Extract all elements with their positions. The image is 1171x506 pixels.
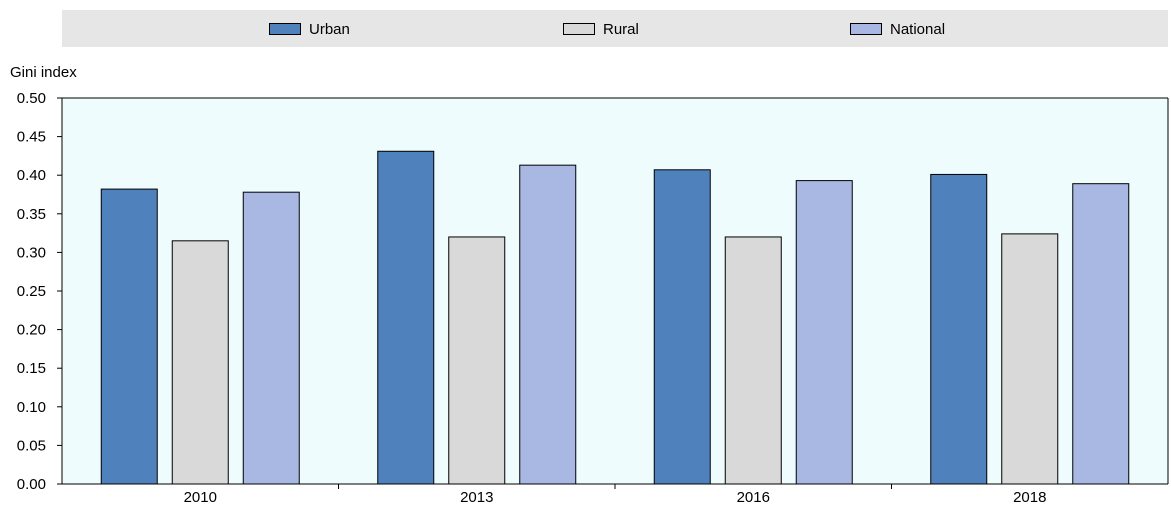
y-tick-label: 0.40: [17, 167, 46, 184]
y-tick-label: 0.45: [17, 129, 46, 146]
legend-label-national: National: [890, 20, 946, 38]
bars-group: [100, 150, 1130, 485]
bar-national-2018: [1072, 183, 1130, 485]
bar-national-2010: [242, 191, 300, 485]
y-tick-label: 0.20: [17, 322, 46, 339]
y-tick-label: 0.05: [17, 437, 46, 454]
legend-item-national: National: [850, 20, 946, 38]
legend-item-rural: Rural: [563, 20, 639, 38]
x-tick-label: 2010: [184, 489, 217, 506]
legend-swatch-urban: [269, 23, 301, 35]
legend: Urban Rural National: [62, 10, 1168, 47]
legend-label-rural: Rural: [603, 20, 639, 38]
y-tick-label: 0.00: [17, 476, 46, 493]
bar-national-2016: [795, 180, 853, 485]
y-tick-label: 0.15: [17, 360, 46, 377]
y-tick-label: 0.30: [17, 244, 46, 261]
y-axis-title: Gini index: [10, 64, 77, 81]
x-ticks-group: 2010 2013 2016 2018: [184, 484, 1046, 506]
bar-urban-2016: [653, 169, 711, 485]
y-tick-label: 0.25: [17, 283, 46, 300]
bar-rural-2018: [1001, 233, 1059, 485]
y-ticks-group: 0.00 0.05 0.10 0.15 0.20 0.25 0.30 0.35 0.40 0.45…: [17, 90, 62, 493]
bar-rural-2016: [724, 236, 782, 485]
x-tick-label: 2018: [1013, 489, 1046, 506]
bar-rural-2010: [171, 240, 229, 485]
x-tick-label: 2013: [460, 489, 493, 506]
legend-swatch-rural: [563, 23, 595, 35]
x-tick-label: 2016: [737, 489, 770, 506]
legend-item-urban: Urban: [269, 20, 350, 38]
legend-label-urban: Urban: [309, 20, 350, 38]
bar-national-2013: [519, 164, 577, 485]
bar-urban-2018: [930, 173, 988, 485]
y-tick-label: 0.10: [17, 399, 46, 416]
bar-rural-2013: [448, 236, 506, 485]
bar-urban-2010: [100, 188, 158, 485]
legend-swatch-national: [850, 23, 882, 35]
bar-urban-2013: [377, 150, 435, 485]
y-tick-label: 0.50: [17, 90, 46, 107]
y-tick-label: 0.35: [17, 206, 46, 223]
